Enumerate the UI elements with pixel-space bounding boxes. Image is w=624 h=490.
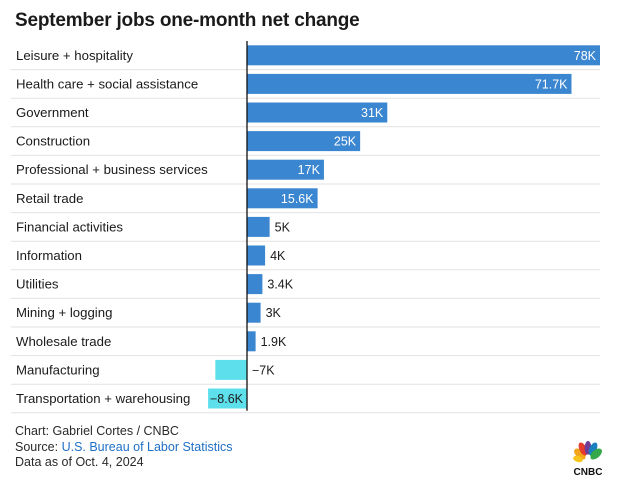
category-label: Mining + logging bbox=[16, 305, 112, 320]
category-label: Transportation + warehousing bbox=[16, 391, 190, 406]
value-label: 3.4K bbox=[267, 278, 293, 292]
value-label: −7K bbox=[252, 363, 275, 377]
bar bbox=[247, 45, 600, 66]
source-prefix: Source: bbox=[15, 439, 62, 454]
category-label: Retail trade bbox=[16, 191, 83, 206]
cnbc-peacock-icon: CNBC bbox=[573, 441, 603, 478]
logo-wordmark: CNBC bbox=[574, 467, 603, 478]
data-date: Data as of Oct. 4, 2024 bbox=[15, 455, 144, 469]
category-label: Financial activities bbox=[16, 219, 123, 234]
value-label: 71.7K bbox=[535, 77, 568, 91]
value-label: 5K bbox=[275, 220, 291, 234]
category-label: Government bbox=[16, 105, 89, 120]
value-label: 3K bbox=[266, 306, 282, 320]
category-label: Health care + social assistance bbox=[16, 76, 198, 91]
category-label: Information bbox=[16, 248, 82, 263]
bar bbox=[247, 302, 261, 323]
category-label: Professional + business services bbox=[16, 162, 208, 177]
source-link[interactable]: U.S. Bureau of Labor Statistics bbox=[61, 439, 233, 454]
bar bbox=[247, 131, 361, 152]
value-label: 31K bbox=[361, 106, 384, 120]
bar bbox=[247, 73, 572, 94]
bar bbox=[247, 216, 270, 237]
category-label: Wholesale trade bbox=[16, 334, 111, 349]
value-label: 4K bbox=[270, 249, 286, 263]
category-label: Construction bbox=[16, 134, 90, 149]
bar bbox=[247, 188, 318, 209]
bar bbox=[208, 388, 247, 409]
value-label: 17K bbox=[298, 163, 321, 177]
value-label: 15.6K bbox=[281, 192, 314, 206]
value-label: 25K bbox=[334, 135, 357, 149]
chart-credit: Chart: Gabriel Cortes / CNBC bbox=[15, 424, 179, 438]
value-label: 78K bbox=[574, 49, 597, 63]
value-label: 1.9K bbox=[261, 335, 287, 349]
category-label: Utilities bbox=[16, 277, 59, 292]
bar-chart: Leisure + hospitality 78K Health care + so… bbox=[11, 41, 600, 414]
bar bbox=[247, 159, 324, 180]
chart-title: September jobs one-month net change bbox=[15, 10, 360, 31]
cnbc-logo: CNBC bbox=[568, 440, 608, 478]
bar bbox=[247, 245, 266, 266]
category-label: Leisure + hospitality bbox=[16, 48, 133, 63]
bar bbox=[247, 331, 256, 352]
bar bbox=[247, 102, 388, 123]
value-label: −8.6K bbox=[210, 392, 244, 406]
bar bbox=[215, 359, 247, 380]
bar bbox=[247, 274, 263, 295]
chart-source: Source: U.S. Bureau of Labor Statistics bbox=[15, 440, 232, 456]
category-label: Manufacturing bbox=[16, 362, 100, 377]
chart-footer: Chart: Gabriel Cortes / CNBC Source: U.S… bbox=[15, 424, 232, 471]
